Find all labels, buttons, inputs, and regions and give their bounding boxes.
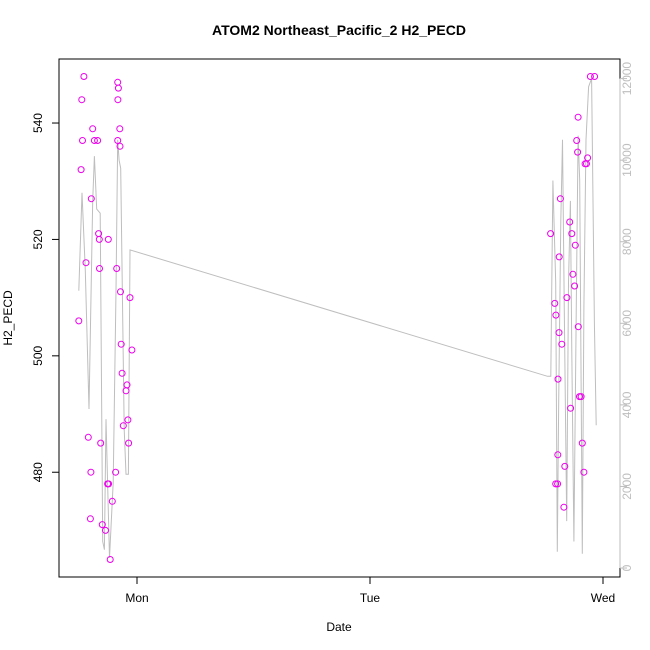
x-axis-title: Date: [326, 620, 352, 634]
data-point: [79, 137, 86, 144]
data-point: [108, 497, 116, 505]
y-axis-left: 480 500 520 540: [31, 113, 60, 482]
data-point: [90, 137, 98, 144]
line-series: [78, 78, 597, 558]
data-point: [555, 329, 563, 337]
data-point: [96, 265, 103, 272]
data-point: [77, 166, 85, 174]
data-point: [125, 439, 133, 447]
y-tick-label: 500: [31, 345, 45, 365]
data-point: [577, 393, 585, 401]
data-point: [106, 556, 114, 563]
data-point: [80, 73, 88, 80]
data-point: [580, 468, 588, 476]
data-point: [75, 317, 83, 325]
data-point: [112, 468, 120, 476]
y-tick-label: 540: [31, 113, 45, 133]
y-axis-right: 0 2000 4000 6000 8000 10000 12000: [619, 62, 634, 571]
data-point: [591, 73, 599, 80]
data-point: [561, 462, 569, 470]
data-point: [118, 369, 126, 377]
data-point: [555, 253, 563, 261]
data-point: [568, 230, 576, 238]
plot-frame: [58, 58, 621, 578]
y2-tick-label: 8000: [620, 228, 634, 255]
data-point: [554, 375, 562, 383]
data-point: [89, 125, 97, 133]
data-point: [574, 113, 582, 121]
data-point: [116, 142, 124, 150]
y2-tick-label: 12000: [620, 62, 634, 96]
data-point: [117, 340, 125, 348]
data-point: [94, 137, 102, 144]
y-tick-label: 480: [31, 462, 45, 482]
data-point: [578, 439, 586, 447]
x-axis: Mon Tue Wed: [125, 576, 615, 605]
data-point: [98, 521, 106, 529]
data-point: [84, 433, 92, 441]
x-tick-label: Wed: [591, 591, 615, 605]
y-tick-label: 520: [31, 229, 45, 249]
data-point: [114, 137, 122, 144]
x-tick-label: Tue: [360, 591, 381, 605]
data-point: [124, 416, 132, 424]
data-point: [86, 515, 94, 523]
y2-tick-label: 10000: [620, 143, 634, 177]
data-point: [551, 299, 559, 307]
data-point: [87, 468, 95, 476]
data-point: [117, 288, 124, 296]
y2-tick-label: 4000: [620, 391, 634, 418]
data-point: [574, 148, 582, 156]
data-point: [584, 154, 592, 162]
data-point: [104, 235, 112, 243]
data-point: [116, 125, 124, 133]
data-point: [571, 282, 579, 290]
data-point: [102, 526, 109, 534]
data-point: [558, 340, 566, 348]
data-point: [552, 311, 560, 319]
data-point: [123, 381, 131, 389]
data-point: [78, 96, 86, 104]
point-series: [75, 73, 599, 563]
y-axis-title: H2_PECD: [1, 290, 15, 346]
y2-tick-label: 2000: [620, 473, 634, 500]
data-point: [554, 451, 562, 459]
data-point: [97, 439, 105, 447]
y2-tick-label: 0: [620, 564, 634, 571]
data-point: [569, 270, 577, 278]
chart-title: ATOM2 Northeast_Pacific_2 H2_PECD: [212, 22, 466, 38]
data-point: [114, 96, 122, 104]
data-point: [560, 503, 568, 511]
data-point: [571, 241, 579, 249]
line-series-path: [78, 78, 597, 558]
data-point: [556, 195, 564, 203]
data-point: [113, 265, 121, 272]
data-point: [126, 294, 134, 302]
data-point: [586, 73, 594, 80]
data-point: [114, 78, 122, 86]
x-tick-label: Mon: [125, 591, 148, 605]
data-point: [119, 422, 127, 430]
data-point: [547, 230, 555, 238]
data-point: [95, 235, 103, 243]
data-point: [574, 323, 582, 331]
data-point: [552, 480, 560, 488]
data-point: [87, 195, 95, 203]
data-point: [114, 84, 122, 92]
data-point: [566, 218, 574, 226]
data-point: [105, 480, 113, 488]
data-point: [567, 404, 575, 412]
data-point: [573, 137, 581, 144]
data-point: [563, 294, 571, 302]
data-point: [554, 480, 562, 488]
y2-tick-label: 6000: [620, 310, 634, 337]
data-point: [128, 346, 136, 354]
data-point: [82, 259, 90, 267]
